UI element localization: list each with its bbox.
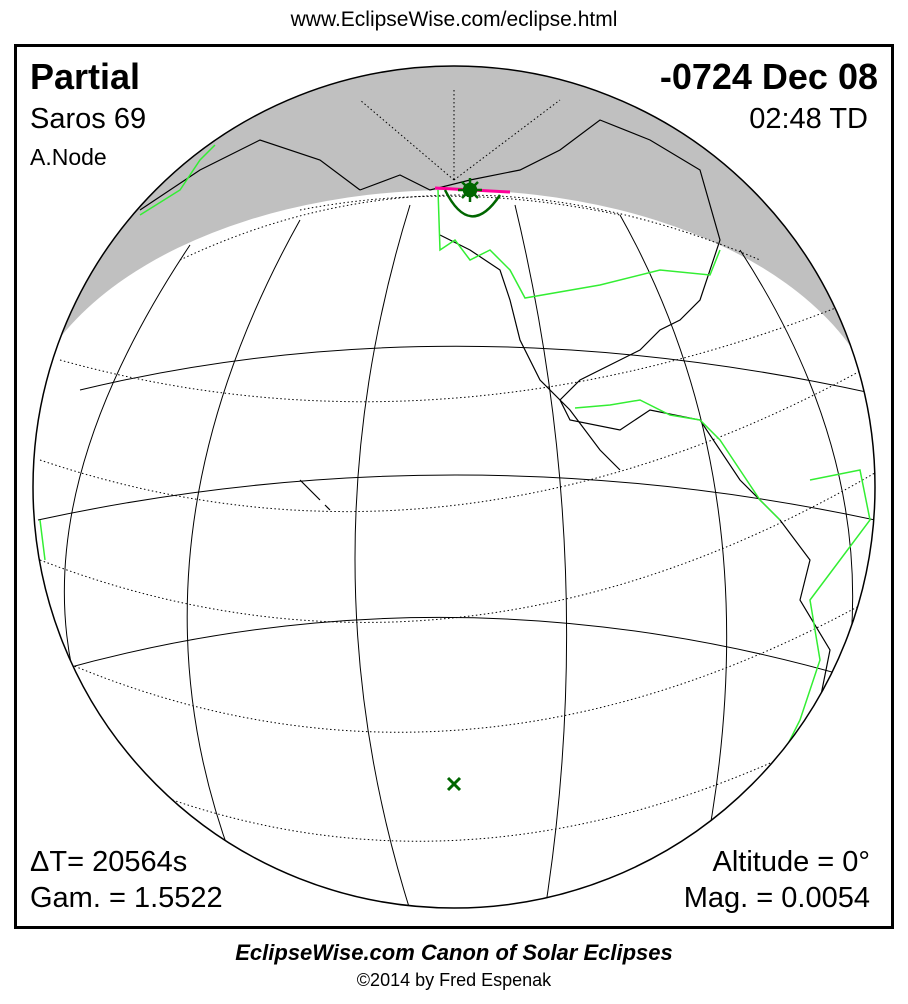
- eclipse-type: Partial: [30, 56, 141, 97]
- eclipse-date: -0724 Dec 08: [659, 56, 878, 97]
- saros-label: Saros 69: [30, 103, 147, 135]
- meridian-lines: [37, 204, 875, 908]
- altitude-label: Altitude = 0°: [712, 846, 870, 878]
- eclipse-limit-curve: [443, 189, 502, 218]
- delta-t-label: ΔT= 20564s: [30, 846, 188, 878]
- gamma-label: Gam. = 1.5522: [30, 882, 223, 914]
- x-mark-icon: [446, 776, 462, 792]
- footer-copyright: ©2014 by Fred Espenak: [356, 970, 552, 990]
- globe-outline: [32, 65, 876, 909]
- political-borders: [39, 144, 871, 761]
- magnitude-label: Mag. = 0.0054: [683, 882, 870, 914]
- footer-title: EclipseWise.com Canon of Solar Eclipses: [235, 940, 673, 965]
- time-label: 02:48 TD: [749, 103, 868, 135]
- map-frame: [14, 44, 894, 929]
- url-label: www.EclipseWise.com/eclipse.html: [290, 8, 618, 31]
- sun-star-icon: [458, 178, 482, 202]
- node-label: A.Node: [30, 144, 107, 170]
